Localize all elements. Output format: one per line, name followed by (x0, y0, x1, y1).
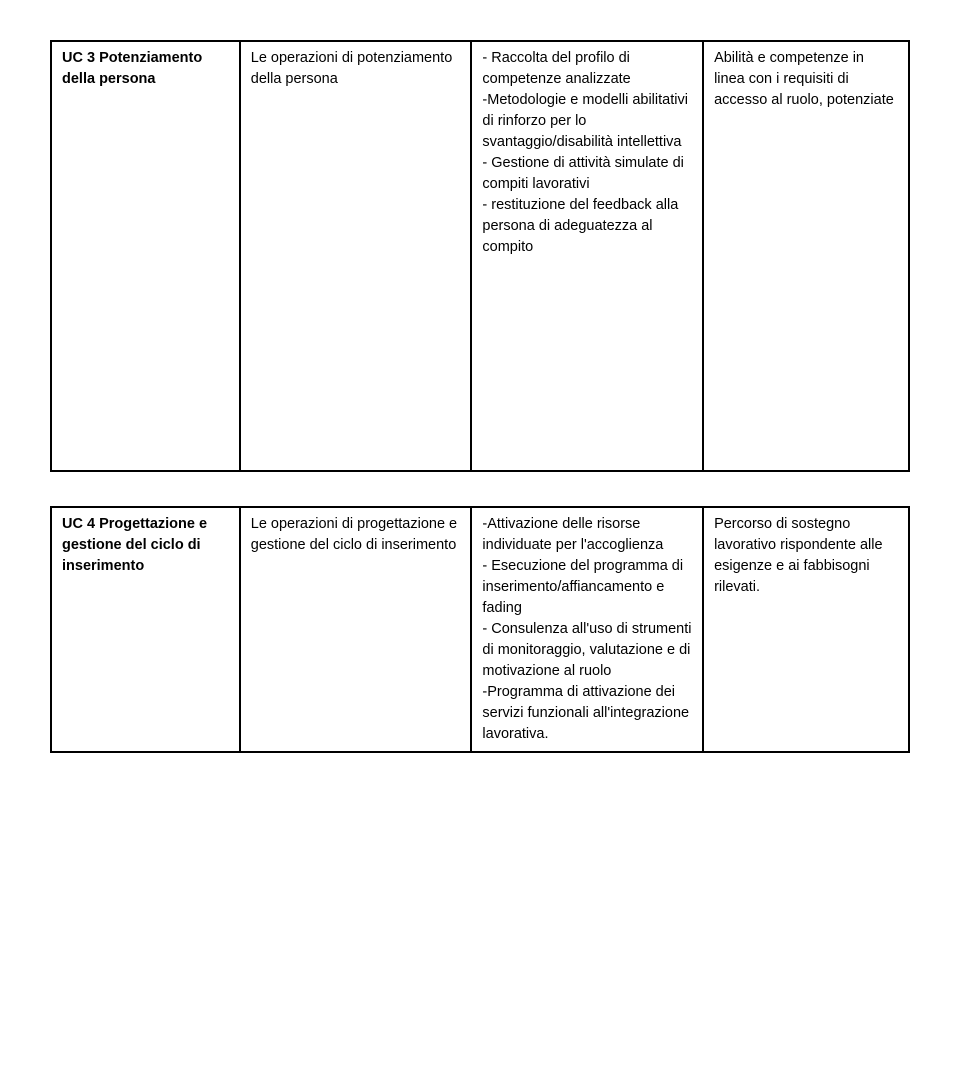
cell-uc4-col4: Percorso di sostegno lavorativo risponde… (703, 507, 909, 752)
cell-uc4-col2: Le operazioni di progettazione e gestion… (240, 507, 472, 752)
table-row: UC 4 Progettazione e gestione del ciclo … (51, 507, 909, 752)
uc4-title: UC 4 Progettazione e gestione del ciclo … (62, 516, 207, 574)
uc3-col3-text: - Raccolta del profilo di competenze ana… (482, 50, 688, 255)
uc3-title: UC 3 Potenziamento della persona (62, 50, 202, 87)
uc4-col2-text: Le operazioni di progettazione e gestion… (251, 516, 457, 553)
table-gap (50, 472, 910, 506)
table-uc3: UC 3 Potenziamento della persona Le oper… (50, 40, 910, 472)
uc3-col4-text: Abilità e competenze in linea con i requ… (714, 50, 894, 108)
cell-uc3-col4: Abilità e competenze in linea con i requ… (703, 41, 909, 471)
cell-uc3-title: UC 3 Potenziamento della persona (51, 41, 240, 471)
cell-uc3-col2: Le operazioni di potenziamento della per… (240, 41, 472, 471)
uc4-col3-text: -Attivazione delle risorse individuate p… (482, 516, 691, 742)
cell-uc4-col3: -Attivazione delle risorse individuate p… (471, 507, 703, 752)
uc3-col2-text: Le operazioni di potenziamento della per… (251, 50, 453, 87)
cell-uc4-title: UC 4 Progettazione e gestione del ciclo … (51, 507, 240, 752)
table-uc4: UC 4 Progettazione e gestione del ciclo … (50, 506, 910, 753)
cell-uc3-col3: - Raccolta del profilo di competenze ana… (471, 41, 703, 471)
table-row: UC 3 Potenziamento della persona Le oper… (51, 41, 909, 471)
uc4-col4-text: Percorso di sostegno lavorativo risponde… (714, 516, 882, 595)
